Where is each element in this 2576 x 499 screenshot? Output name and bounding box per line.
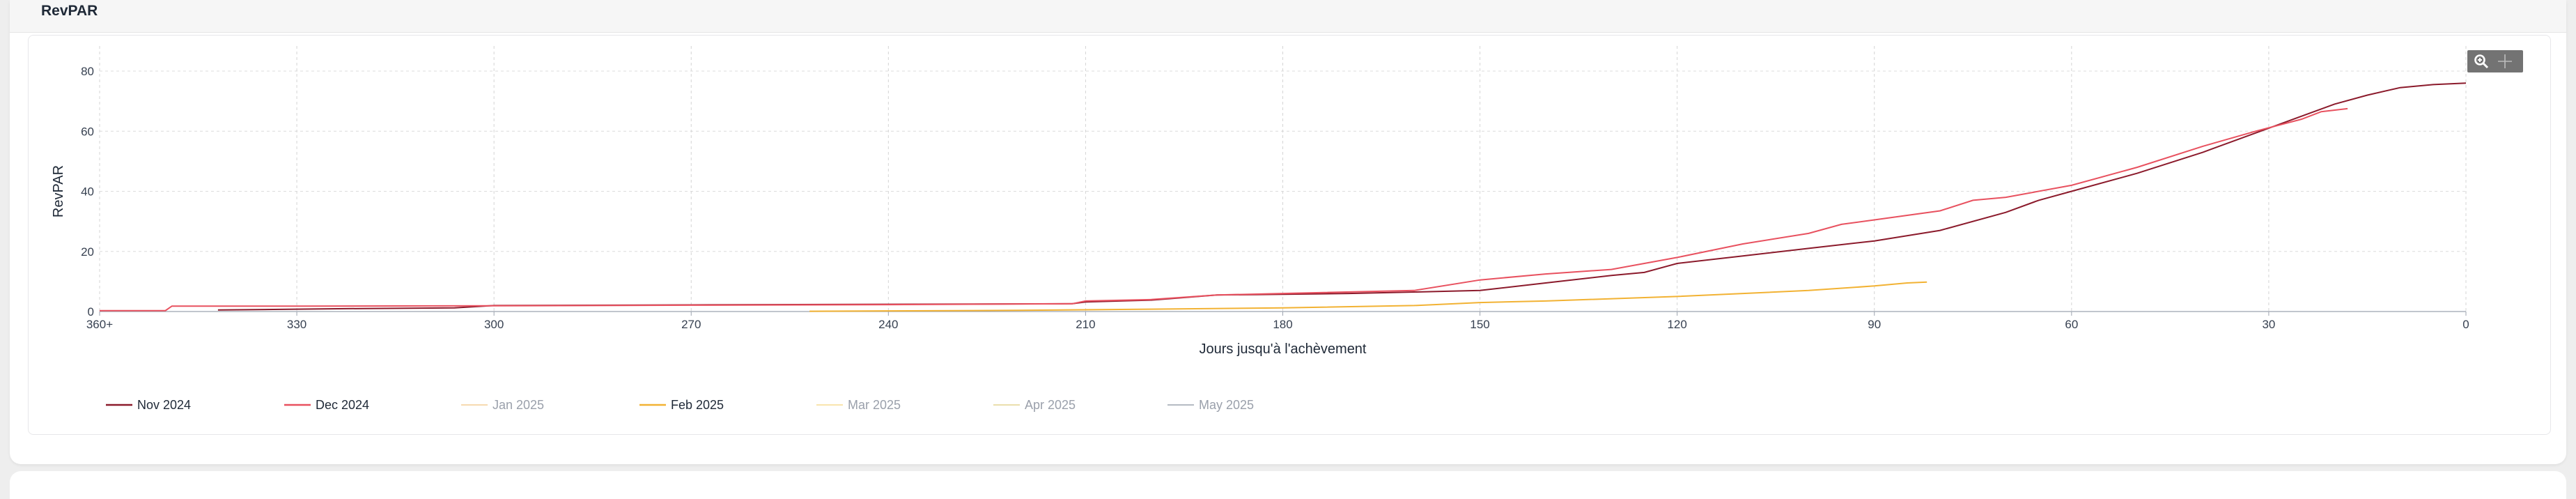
x-tick-label: 240: [878, 318, 898, 331]
legend-item-mar-2025[interactable]: Mar 2025: [816, 398, 901, 412]
x-tick-label: 90: [1868, 318, 1881, 331]
legend-label: Dec 2024: [316, 398, 369, 412]
revpar-card: RevPAR: [10, 0, 2566, 464]
legend-label: Mar 2025: [848, 398, 901, 412]
legend-item-nov-2024[interactable]: Nov 2024: [106, 398, 191, 412]
chart-panel: [28, 35, 2551, 435]
x-tick-label: 180: [1273, 318, 1292, 331]
x-tick-label: 30: [2262, 318, 2275, 331]
x-tick-label: 360+: [86, 318, 113, 331]
x-tick-label: 0: [2462, 318, 2469, 331]
x-axis-title: Jours jusqu'à l'achèvement: [1200, 341, 1367, 357]
pan-icon[interactable]: [2497, 53, 2513, 70]
y-tick-label: 80: [81, 65, 94, 78]
legend-label: May 2025: [1199, 398, 1254, 412]
x-tick-label: 210: [1076, 318, 1095, 331]
chart-grid: [99, 46, 2467, 312]
series-line-nov-2024: [217, 82, 2467, 311]
legend-label: Feb 2025: [671, 398, 724, 412]
y-tick-label: 60: [81, 125, 94, 138]
chart-legend: Nov 2024 Dec 2024 Jan 2025 Feb 2025 Mar 2025…: [106, 398, 1254, 412]
y-axis-title: RevPAR: [51, 165, 66, 217]
legend-label: Jan 2025: [492, 398, 544, 412]
revpar-chart: 360+ 330 300 270 240 210 180 150 120 90 60 30 0 0204…: [51, 46, 2469, 412]
y-axis: 0 20 40 60 80: [81, 65, 94, 318]
legend-item-may-2025[interactable]: May 2025: [1167, 398, 1254, 412]
zoom-in-icon[interactable]: [2473, 53, 2490, 70]
x-tick-label: 150: [1470, 318, 1489, 331]
series-line-feb-2025: [809, 281, 1927, 312]
x-axis: 360+ 330 300 270 240 210 180 150 120 90 60 30 0: [86, 311, 2469, 331]
x-tick-label: 60: [2065, 318, 2078, 331]
chart-toolbar: [2467, 50, 2523, 72]
legend-item-dec-2024[interactable]: Dec 2024: [284, 398, 369, 412]
y-tick-label: 20: [81, 245, 94, 259]
y-tick-label: 0: [88, 305, 94, 318]
series-line-dec-2024: [100, 107, 2348, 312]
chart-series: [100, 82, 2467, 312]
legend-item-apr-2025[interactable]: Apr 2025: [993, 398, 1076, 412]
legend-item-feb-2025[interactable]: Feb 2025: [639, 398, 724, 412]
legend-label: Nov 2024: [137, 398, 191, 412]
card-header: RevPAR: [10, 0, 2566, 33]
y-tick-label: 40: [81, 185, 94, 199]
x-tick-label: 330: [287, 318, 307, 331]
x-tick-label: 270: [681, 318, 701, 331]
panel-title: RevPAR: [41, 3, 98, 19]
x-tick-label: 300: [484, 318, 504, 331]
legend-item-jan-2025[interactable]: Jan 2025: [461, 398, 544, 412]
x-tick-label: 120: [1667, 318, 1686, 331]
legend-label: Apr 2025: [1025, 398, 1076, 412]
